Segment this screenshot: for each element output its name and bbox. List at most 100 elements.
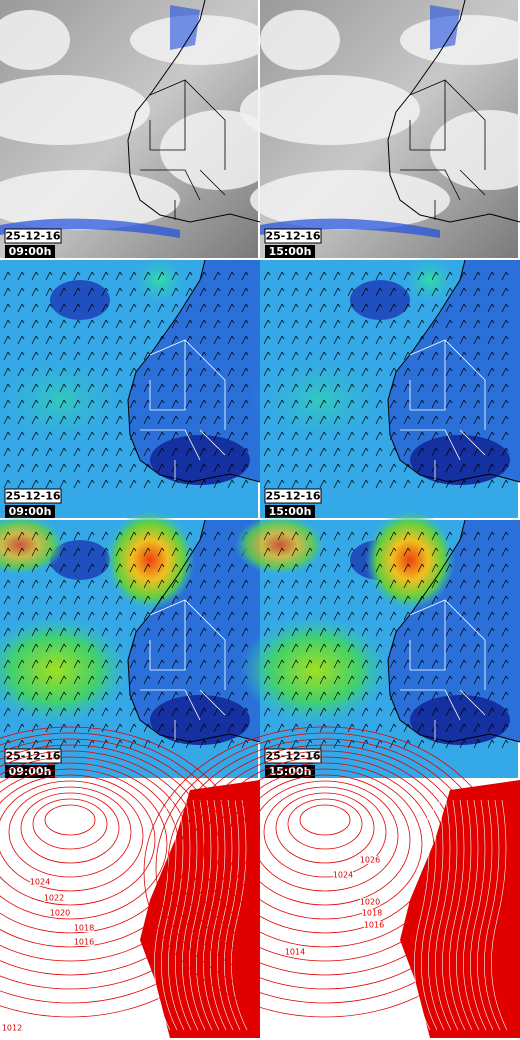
wind-barb [3, 563, 11, 573]
wind-barb [291, 579, 299, 589]
wind-barb [115, 287, 123, 297]
borders [140, 599, 226, 740]
wind-barb [333, 303, 341, 313]
wind-barb [45, 563, 53, 573]
strong-wind [240, 615, 390, 725]
wind-barb [347, 707, 355, 717]
wind-barb [389, 723, 397, 733]
wind-barb [263, 675, 271, 685]
land-contour [175, 799, 192, 1031]
wind-barb [319, 579, 327, 589]
isobar-label-bg [362, 909, 382, 917]
wind-barb [347, 547, 355, 557]
wind-barb [171, 531, 179, 541]
coast [127, 519, 261, 743]
wind-barb [143, 335, 151, 345]
wind-barb [291, 415, 299, 425]
wind-barb [115, 531, 123, 541]
isobar-label-bg [44, 894, 64, 902]
wind-barb [347, 563, 355, 573]
wind-barb [59, 595, 67, 605]
time-box [5, 505, 55, 518]
land [388, 260, 520, 482]
wind-barb [185, 595, 193, 605]
land-contour [231, 799, 248, 1031]
wind-barb [129, 367, 137, 377]
wind-barb [263, 563, 271, 573]
wind-barb [277, 643, 285, 653]
wind-barb [487, 383, 495, 393]
wind-barb [333, 351, 341, 361]
wind-barb [459, 707, 467, 717]
wind-barb [17, 271, 25, 281]
wind-barb [17, 739, 25, 749]
wind-barb [263, 447, 271, 457]
wind-barb [115, 335, 123, 345]
wind-barb [59, 691, 67, 701]
wind-barb [31, 611, 39, 621]
wind-barb [417, 531, 425, 541]
wind-barb [389, 399, 397, 409]
wind-barb [361, 659, 369, 669]
wind-barb [185, 319, 193, 329]
wind-barb [375, 271, 383, 281]
map-panel: 25-12-16 09:00h [0, 0, 280, 258]
wind-barb [501, 447, 509, 457]
wind-barb [213, 579, 221, 589]
wind-barb [445, 595, 453, 605]
wind-barb [143, 595, 151, 605]
wind-barb [241, 303, 249, 313]
wind-barb [3, 611, 11, 621]
wind-barb [17, 335, 25, 345]
wind-barb [101, 479, 109, 489]
wind-barb [157, 383, 165, 393]
wind-barb [431, 479, 439, 489]
wind-barb [199, 303, 207, 313]
wind-barb [487, 351, 495, 361]
wind-barb [59, 707, 67, 717]
wind-barb [213, 627, 221, 637]
isobar-label-bg [333, 871, 353, 879]
wind-barb [73, 351, 81, 361]
wind-barb [59, 415, 67, 425]
isobar [299, 804, 351, 836]
wind-barb [431, 579, 439, 589]
wind-barb [31, 431, 39, 441]
wind-barb [417, 675, 425, 685]
wind-barb [45, 271, 53, 281]
wind-barb [101, 547, 109, 557]
wind-barb [473, 691, 481, 701]
wind-barb [129, 611, 137, 621]
wind-barb [417, 643, 425, 653]
wind-barb [73, 531, 81, 541]
wind-barb [403, 675, 411, 685]
wind-barb [129, 303, 137, 313]
strong-wind [400, 255, 460, 305]
wind-barb [459, 739, 467, 749]
wind-barb [101, 447, 109, 457]
wind-barb [185, 399, 193, 409]
wind-barb [305, 659, 313, 669]
wind-barb [31, 447, 39, 457]
isobar [0, 780, 144, 892]
wind-barb [101, 351, 109, 361]
wind-barb [157, 627, 165, 637]
wind-barb [227, 287, 235, 297]
wind-barb [115, 579, 123, 589]
wind-barb [227, 463, 235, 473]
wind-barb [115, 627, 123, 637]
wind-barb [473, 287, 481, 297]
wind-barb [157, 643, 165, 653]
wind-barb [129, 627, 137, 637]
time-box [265, 765, 315, 778]
wind-barb [375, 723, 383, 733]
wind-barb [227, 611, 235, 621]
coast [127, 259, 261, 483]
wind-barb [129, 579, 137, 589]
wind-barb [87, 399, 95, 409]
wind-barb [459, 319, 467, 329]
isobar [8, 786, 132, 878]
wind-barb [431, 563, 439, 573]
wind-barb [213, 303, 221, 313]
wind-barb [87, 611, 95, 621]
